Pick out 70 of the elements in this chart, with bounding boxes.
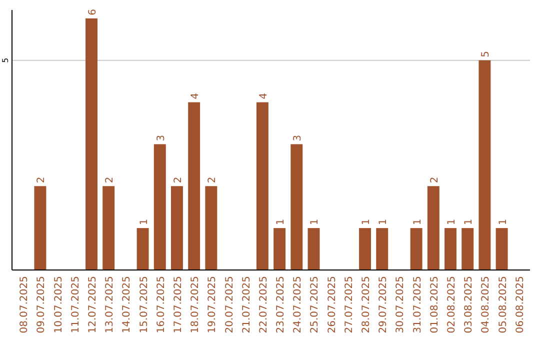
x-tick-label: 05.08.2025 xyxy=(498,276,509,334)
data-label: 1 xyxy=(412,218,424,226)
bar xyxy=(444,228,456,270)
bar xyxy=(136,228,149,270)
bar xyxy=(205,186,218,270)
x-tick-label: 03.08.2025 xyxy=(464,276,475,334)
data-label: 1 xyxy=(446,218,458,226)
bar xyxy=(290,144,303,270)
x-tick-label: 10.07.2025 xyxy=(53,276,64,334)
data-label: 5 xyxy=(480,50,492,58)
x-tick-label: 23.07.2025 xyxy=(276,276,287,334)
x-tick-label: 17.07.2025 xyxy=(172,276,184,334)
data-label: 1 xyxy=(464,218,475,226)
data-label: 2 xyxy=(207,176,218,184)
data-label: 1 xyxy=(361,218,372,226)
data-label: 1 xyxy=(276,218,287,226)
x-tick-label: 27.07.2025 xyxy=(344,276,355,334)
x-tick-label: 19.07.2025 xyxy=(207,276,218,334)
x-tick-label: 01.08.2025 xyxy=(429,276,440,334)
x-tick-label: 12.07.2025 xyxy=(87,276,98,334)
x-tick-label: 18.07.2025 xyxy=(190,276,202,334)
data-label: 1 xyxy=(378,218,390,226)
x-tick-label: 22.07.2025 xyxy=(258,276,270,334)
bar xyxy=(462,228,474,270)
data-label: 2 xyxy=(429,176,440,184)
x-tick-label: 14.07.2025 xyxy=(122,276,133,334)
x-tick-label: 09.07.2025 xyxy=(36,276,48,334)
x-tick-label: 31.07.2025 xyxy=(412,276,424,334)
bar xyxy=(34,186,46,270)
bar xyxy=(308,228,320,270)
x-tick-label: 04.08.2025 xyxy=(480,276,492,334)
bar xyxy=(427,186,440,270)
bar xyxy=(170,186,183,270)
bar xyxy=(188,102,200,270)
x-tick-label: 20.07.2025 xyxy=(224,276,236,334)
x-tick-label: 16.07.2025 xyxy=(156,276,167,334)
data-label: 1 xyxy=(310,218,321,226)
bar xyxy=(256,102,268,270)
x-tick-label: 11.07.2025 xyxy=(70,276,82,334)
bar xyxy=(102,186,115,270)
x-tick-label: 13.07.2025 xyxy=(104,276,116,334)
data-label: 6 xyxy=(87,9,98,16)
bar xyxy=(86,18,98,270)
x-tick-label: 02.08.2025 xyxy=(446,276,458,334)
bar xyxy=(496,228,508,270)
data-label: 4 xyxy=(190,92,202,100)
x-tick-label: 26.07.2025 xyxy=(326,276,338,334)
bar xyxy=(376,228,388,270)
data-label: 2 xyxy=(104,176,116,184)
data-label: 2 xyxy=(36,176,48,184)
bar xyxy=(410,228,422,270)
x-tick-label: 15.07.2025 xyxy=(138,276,150,334)
x-tick-label: 30.07.2025 xyxy=(395,276,406,334)
bar xyxy=(478,60,491,270)
x-tick-label: 06.08.2025 xyxy=(514,276,526,334)
x-tick-label: 29.07.2025 xyxy=(378,276,390,334)
x-tick-label: 24.07.2025 xyxy=(292,276,304,334)
x-tick-label: 25.07.2025 xyxy=(310,276,321,334)
data-label: 4 xyxy=(258,92,270,100)
data-label: 3 xyxy=(292,134,304,142)
bar xyxy=(274,228,286,270)
x-tick-label: 21.07.2025 xyxy=(241,276,252,334)
data-label: 3 xyxy=(156,134,167,142)
data-label: 1 xyxy=(138,218,150,226)
data-label: 2 xyxy=(172,176,184,184)
x-tick-label: 28.07.2025 xyxy=(361,276,372,334)
bar xyxy=(154,144,166,270)
x-tick-label: 08.07.2025 xyxy=(19,276,30,334)
data-label: 1 xyxy=(498,218,509,226)
bar xyxy=(359,228,372,270)
